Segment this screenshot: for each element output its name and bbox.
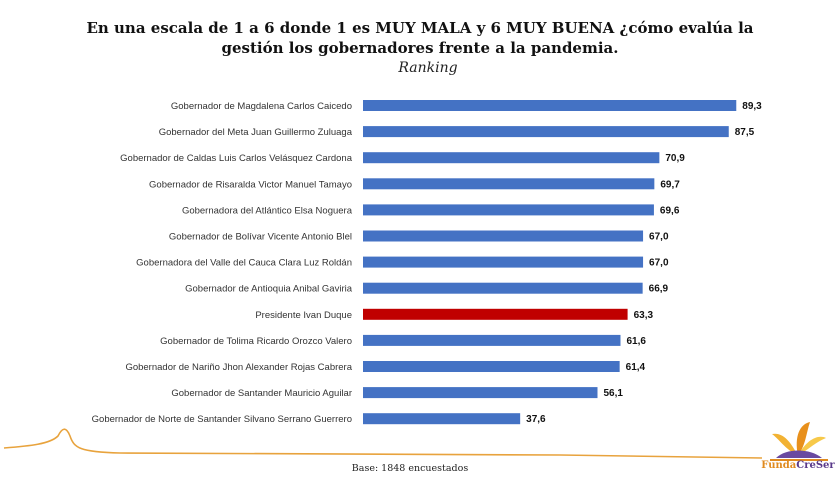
bar [363, 126, 729, 138]
category-label: Gobernador de Risaralda Victor Manuel Ta… [149, 179, 352, 190]
value-label: 56,1 [603, 388, 623, 399]
sample-base-note: Base: 1848 encuestados [351, 463, 469, 474]
chart-title-line-1: En una escala de 1 a 6 donde 1 es MUY MA… [86, 19, 754, 37]
category-label: Gobernador de Bolívar Vicente Antonio Bl… [169, 232, 352, 243]
category-label: Presidente Ivan Duque [255, 310, 352, 321]
bar [363, 308, 628, 320]
category-label: Gobernadora del Atlántico Elsa Noguera [182, 205, 353, 216]
bars [363, 100, 737, 425]
bar [363, 178, 655, 190]
logo-word-creser: CreSer [796, 460, 835, 471]
chart-title: En una escala de 1 a 6 donde 1 es MUY MA… [0, 18, 840, 58]
logo-word-funda: Funda [761, 460, 797, 471]
category-label: Gobernador de Norte de Santander Silvano… [92, 414, 352, 425]
decorative-curve [3, 428, 763, 459]
value-label: 67,0 [649, 232, 669, 243]
chart-subtitle: Ranking [398, 60, 458, 76]
category-label: Gobernador de Santander Mauricio Aguilar [171, 388, 352, 399]
category-label: Gobernador de Caldas Luis Carlos Velásqu… [120, 153, 353, 164]
bar [363, 100, 737, 111]
value-labels: 89,3 87,5 70,9 69,7 69,6 67,0 67,0 66,9 63,3 61,6… [526, 101, 762, 425]
value-label: 61,6 [626, 336, 646, 347]
bar [363, 413, 521, 425]
value-label: 67,0 [649, 258, 669, 269]
bar [363, 334, 621, 346]
value-label: 63,3 [634, 310, 654, 321]
logo-wordmark: FundaCreSer [760, 460, 836, 471]
bar [363, 204, 654, 216]
sun-logo-icon [770, 422, 828, 461]
category-label: Gobernador de Nariño Jhon Alexander Roja… [125, 362, 352, 373]
category-label: Gobernadora del Valle del Cauca Clara Lu… [136, 258, 352, 269]
category-labels: Gobernador de Magdalena Carlos Caicedo Go… [92, 101, 353, 425]
value-label: 37,6 [526, 414, 546, 425]
bar [363, 152, 660, 164]
category-label: Gobernador del Meta Juan Guillermo Zulua… [159, 127, 353, 138]
fundacreser-logo: FundaCreSer [760, 418, 836, 476]
bar [363, 230, 644, 242]
bar [363, 256, 644, 268]
bar [363, 387, 598, 399]
value-label: 69,6 [660, 205, 680, 216]
value-label: 61,4 [626, 362, 646, 373]
chart-title-line-2: gestión los gobernadores frente a la pan… [221, 39, 619, 57]
category-label: Gobernador de Antioquia Anibal Gaviria [185, 284, 353, 295]
value-label: 89,3 [742, 101, 762, 112]
value-label: 69,7 [660, 179, 680, 190]
bar [363, 361, 620, 372]
value-label: 70,9 [665, 153, 685, 164]
bar [363, 282, 643, 294]
value-label: 66,9 [649, 284, 669, 295]
value-label: 87,5 [735, 127, 755, 138]
category-label: Gobernador de Magdalena Carlos Caicedo [171, 101, 352, 112]
category-label: Gobernador de Tolima Ricardo Orozco Vale… [160, 336, 352, 347]
